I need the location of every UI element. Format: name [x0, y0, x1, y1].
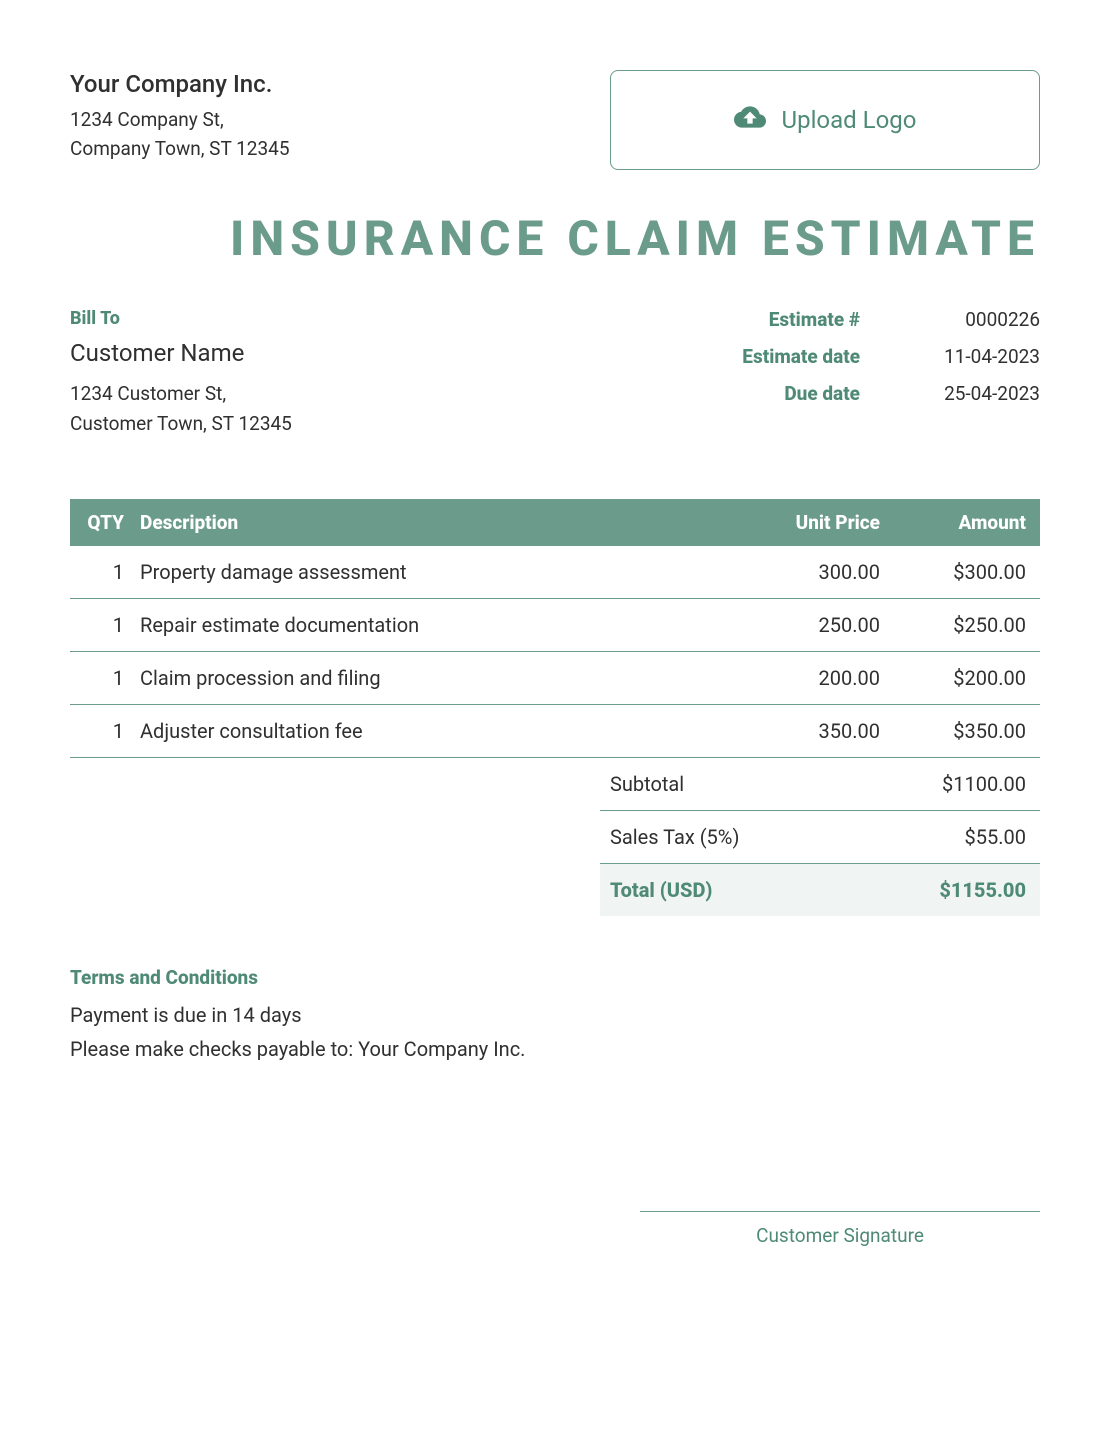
terms-line2: Please make checks payable to: Your Comp… [70, 1037, 1040, 1061]
cloud-upload-icon [734, 101, 766, 139]
estimate-date-row: Estimate date 11-04-2023 [710, 345, 1040, 368]
bill-to-label: Bill To [70, 308, 292, 329]
estimate-number-value: 0000226 [910, 308, 1040, 331]
table-row: 1 Adjuster consultation fee 350.00 $350.… [70, 705, 1040, 758]
terms-line1: Payment is due in 14 days [70, 1003, 1040, 1027]
subtotal-value: $1100.00 [942, 772, 1026, 796]
table-row: 1 Claim procession and filing 200.00 $20… [70, 652, 1040, 705]
cell-unit: 200.00 [720, 652, 890, 705]
cell-unit: 350.00 [720, 705, 890, 758]
company-name: Your Company Inc. [70, 70, 290, 98]
tax-label: Sales Tax (5%) [610, 825, 739, 849]
col-qty: QTY [70, 499, 130, 546]
cell-qty: 1 [70, 599, 130, 652]
estimate-date-value: 11-04-2023 [910, 345, 1040, 368]
estimate-number-row: Estimate # 0000226 [710, 308, 1040, 331]
cell-desc: Claim procession and filing [130, 652, 720, 705]
cell-amount: $200.00 [890, 652, 1040, 705]
upload-logo-label: Upload Logo [782, 106, 917, 134]
col-amount: Amount [890, 499, 1040, 546]
col-description: Description [130, 499, 720, 546]
company-address-line1: 1234 Company St, [70, 106, 290, 135]
estimate-date-label: Estimate date [710, 345, 860, 368]
total-label: Total (USD) [610, 878, 712, 902]
customer-address-line1: 1234 Customer St, [70, 379, 292, 409]
table-row: 1 Property damage assessment 300.00 $300… [70, 546, 1040, 599]
totals-block: Subtotal $1100.00 Sales Tax (5%) $55.00 … [70, 758, 1040, 916]
due-date-row: Due date 25-04-2023 [710, 382, 1040, 405]
company-address: 1234 Company St, Company Town, ST 12345 [70, 106, 290, 163]
table-body: 1 Property damage assessment 300.00 $300… [70, 546, 1040, 758]
bill-to-block: Bill To Customer Name 1234 Customer St, … [70, 308, 292, 440]
cell-qty: 1 [70, 546, 130, 599]
customer-address: 1234 Customer St, Customer Town, ST 1234… [70, 379, 292, 440]
cell-unit: 250.00 [720, 599, 890, 652]
customer-name: Customer Name [70, 339, 292, 367]
cell-amount: $250.00 [890, 599, 1040, 652]
table-row: 1 Repair estimate documentation 250.00 $… [70, 599, 1040, 652]
document-title: INSURANCE CLAIM ESTIMATE [70, 210, 1040, 268]
signature-block: Customer Signature [70, 1211, 1040, 1247]
table-header: QTY Description Unit Price Amount [70, 499, 1040, 546]
header-row: Your Company Inc. 1234 Company St, Compa… [70, 70, 1040, 170]
signature-inner: Customer Signature [640, 1211, 1040, 1247]
customer-address-line2: Customer Town, ST 12345 [70, 409, 292, 439]
cell-amount: $350.00 [890, 705, 1040, 758]
estimate-number-label: Estimate # [710, 308, 860, 331]
cell-desc: Repair estimate documentation [130, 599, 720, 652]
subtotal-label: Subtotal [610, 772, 684, 796]
terms-label: Terms and Conditions [70, 966, 1040, 989]
total-value: $1155.00 [939, 878, 1026, 902]
cell-desc: Property damage assessment [130, 546, 720, 599]
line-items-table: QTY Description Unit Price Amount 1 Prop… [70, 499, 1040, 758]
tax-value: $55.00 [965, 825, 1026, 849]
meta-row: Bill To Customer Name 1234 Customer St, … [70, 308, 1040, 440]
company-block: Your Company Inc. 1234 Company St, Compa… [70, 70, 290, 163]
upload-logo-button[interactable]: Upload Logo [610, 70, 1040, 170]
due-date-value: 25-04-2023 [910, 382, 1040, 405]
cell-amount: $300.00 [890, 546, 1040, 599]
col-unit-price: Unit Price [720, 499, 890, 546]
cell-qty: 1 [70, 705, 130, 758]
cell-unit: 300.00 [720, 546, 890, 599]
company-address-line2: Company Town, ST 12345 [70, 135, 290, 164]
terms-block: Terms and Conditions Payment is due in 1… [70, 966, 1040, 1061]
estimate-meta-block: Estimate # 0000226 Estimate date 11-04-2… [710, 308, 1040, 440]
due-date-label: Due date [710, 382, 860, 405]
total-row: Total (USD) $1155.00 [600, 864, 1040, 916]
subtotal-row: Subtotal $1100.00 [600, 758, 1040, 811]
signature-label: Customer Signature [640, 1211, 1040, 1247]
cell-desc: Adjuster consultation fee [130, 705, 720, 758]
cell-qty: 1 [70, 652, 130, 705]
tax-row: Sales Tax (5%) $55.00 [600, 811, 1040, 864]
